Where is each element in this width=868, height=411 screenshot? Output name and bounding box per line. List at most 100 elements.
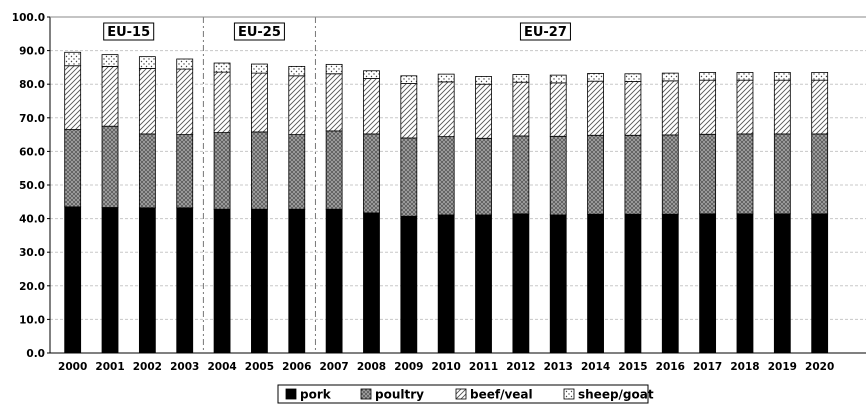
bar-segment-pork <box>587 213 604 354</box>
y-tick-label: 10.0 <box>19 314 45 326</box>
bar-segment-poultry <box>624 134 642 215</box>
bar-segment-pork <box>325 208 343 354</box>
bar-segment-sheep-goat <box>213 62 231 73</box>
bar-segment-poultry <box>325 130 343 210</box>
bar-segment-pork <box>288 208 306 354</box>
x-tick-label: 2015 <box>618 361 647 373</box>
x-tick-label: 2009 <box>394 361 423 373</box>
bar-segment-pork <box>101 207 119 354</box>
y-tick-label: 20.0 <box>19 281 45 293</box>
x-tick-label: 2016 <box>656 361 685 373</box>
legend-label: beef/veal <box>470 388 533 402</box>
bar-segment-pork <box>213 208 231 354</box>
bar-segment-beef-veal <box>251 72 268 133</box>
bar-segment-pork <box>512 213 530 354</box>
bar-segment-poultry <box>661 134 679 215</box>
bar-segment-pork <box>773 213 791 354</box>
bar-segment-sheep-goat <box>400 75 418 84</box>
bar-segment-beef-veal <box>475 83 492 139</box>
bar-segment-pork <box>736 213 754 354</box>
x-tick-label: 2012 <box>506 361 535 373</box>
bar-segment-sheep-goat <box>661 72 679 82</box>
bar-segment-pork <box>176 207 194 354</box>
axes: 0.0 10.0 20.0 30.0 40.0 50.0 60.0 70.0 80.0 90.0 1… <box>12 12 866 373</box>
bar-segment-sheep-goat <box>101 54 119 67</box>
bar-segment-sheep-goat <box>437 73 455 83</box>
bar-segment-poultry <box>288 134 306 210</box>
bar-segment-pork <box>699 213 717 354</box>
y-tick-label: 70.0 <box>19 113 45 125</box>
bar-segment-sheep-goat <box>549 74 567 84</box>
bar-segment-poultry <box>213 132 231 210</box>
y-tick-label: 80.0 <box>19 79 45 91</box>
legend-label: pork <box>300 388 332 402</box>
bar-segment-beef-veal <box>213 71 231 133</box>
bar-segment-beef-veal <box>773 79 791 135</box>
bar-segment-beef-veal <box>400 83 418 139</box>
bar-segment-beef-veal <box>736 79 754 135</box>
bar-segment-beef-veal <box>325 73 343 132</box>
bar-segment-pork <box>549 214 567 354</box>
bar-segment-poultry <box>475 137 492 216</box>
x-tick-label: 2017 <box>693 361 722 373</box>
x-tick-label: 2019 <box>768 361 797 373</box>
legend-label: poultry <box>375 388 424 402</box>
x-tick-label: 2008 <box>357 361 386 373</box>
bar-segment-poultry <box>251 131 268 210</box>
bar-segment-beef-veal <box>101 65 119 127</box>
legend-swatch <box>563 388 575 400</box>
bar-segment-poultry <box>811 133 829 215</box>
bar-segment-poultry <box>512 135 530 215</box>
bar-segment-sheep-goat <box>251 63 268 74</box>
region-label: EU-25 <box>238 25 281 40</box>
region-label-box <box>233 22 285 41</box>
bar-segment-pork <box>251 208 268 354</box>
bar-segment-poultry <box>138 133 156 209</box>
x-tick-label: 2002 <box>133 361 162 373</box>
bar-segment-sheep-goat <box>64 51 82 67</box>
bar-segment-beef-veal <box>587 80 604 136</box>
bar-segment-pork <box>624 213 642 354</box>
y-tick-label: 90.0 <box>19 46 45 58</box>
bar-segment-beef-veal <box>811 79 829 135</box>
bar-segment-sheep-goat <box>811 72 829 81</box>
bar-segment-pork <box>811 213 829 354</box>
bar-segment-pork <box>437 214 455 354</box>
bar-segment-pork <box>363 212 380 354</box>
bar-segment-poultry <box>400 137 418 217</box>
bar-segment-poultry <box>699 133 717 215</box>
bar-segment-pork <box>400 215 418 354</box>
bar-segment-beef-veal <box>176 68 194 135</box>
bar-segment-sheep-goat <box>138 56 156 69</box>
bar-segment-poultry <box>64 129 82 208</box>
bar-segment-poultry <box>549 135 567 216</box>
region-label: EU-15 <box>107 25 150 40</box>
x-tick-label: 2010 <box>432 361 461 373</box>
bar-segment-sheep-goat <box>363 70 380 79</box>
bar-segment-sheep-goat <box>475 76 492 85</box>
legend-swatch <box>285 388 297 400</box>
bar-segment-beef-veal <box>288 75 306 136</box>
x-tick-label: 2020 <box>805 361 834 373</box>
bar-segment-sheep-goat <box>325 63 343 75</box>
bar-segment-beef-veal <box>699 79 717 135</box>
bar-segment-pork <box>64 206 82 354</box>
bar-segment-sheep-goat <box>773 72 791 81</box>
bar-segment-sheep-goat <box>512 74 530 83</box>
x-tick-label: 2018 <box>730 361 759 373</box>
x-tick-label: 2011 <box>469 361 498 373</box>
bar-segment-sheep-goat <box>736 72 754 81</box>
x-tick-label: 2006 <box>282 361 311 373</box>
bar-segment-pork <box>475 214 492 354</box>
region-label-box <box>519 22 571 41</box>
legend-label: sheep/goat <box>578 388 654 402</box>
bar-segment-poultry <box>773 133 791 215</box>
bar-segment-poultry <box>736 133 754 215</box>
bar-segment-beef-veal <box>549 82 567 137</box>
bar-segment-poultry <box>101 125 119 208</box>
legend: pork poultry beef/veal sheep/goat <box>277 384 654 404</box>
bar-segment-beef-veal <box>624 81 642 136</box>
x-tick-label: 2013 <box>544 361 573 373</box>
y-tick-label: 0.0 <box>26 348 45 360</box>
